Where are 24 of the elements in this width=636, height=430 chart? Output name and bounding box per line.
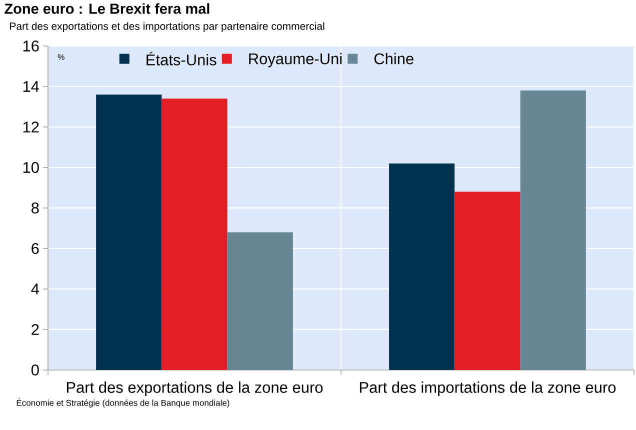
- legend-label: États-Unis: [146, 52, 216, 66]
- y-axis-title: %: [58, 54, 64, 60]
- bar: [520, 90, 586, 370]
- bar: [227, 232, 293, 370]
- legend-label: Royaume-Uni: [249, 52, 342, 68]
- y-tick-label: 14: [23, 81, 40, 92]
- chart-title: Zone euro : Le Brexit fera mal: [4, 3, 210, 14]
- chart-subtitle: Part des exportations et des importations par partenaire commercial: [10, 22, 324, 32]
- x-tick-label: Part des exportations de la zone euro: [66, 382, 323, 396]
- bar: [162, 98, 228, 370]
- y-tick-label: 8: [32, 202, 39, 214]
- y-tick-label: 2: [32, 324, 39, 335]
- bar: [454, 192, 520, 370]
- legend-label: Chine: [374, 52, 414, 64]
- y-tick-label: 12: [23, 122, 39, 132]
- y-tick-label: 4: [31, 284, 40, 294]
- bar: [96, 94, 162, 370]
- bar: [389, 163, 455, 370]
- text: Économie et Stratégie (données de la Banque mondiale): [16, 398, 230, 408]
- y-tick-label: 10: [23, 162, 39, 173]
- y-tick-label: 6: [32, 243, 39, 254]
- y-tick-label: 16: [23, 40, 39, 52]
- x-tick-label: Part des importations de la zone euro: [360, 382, 616, 396]
- y-tick-label: 0: [31, 364, 39, 376]
